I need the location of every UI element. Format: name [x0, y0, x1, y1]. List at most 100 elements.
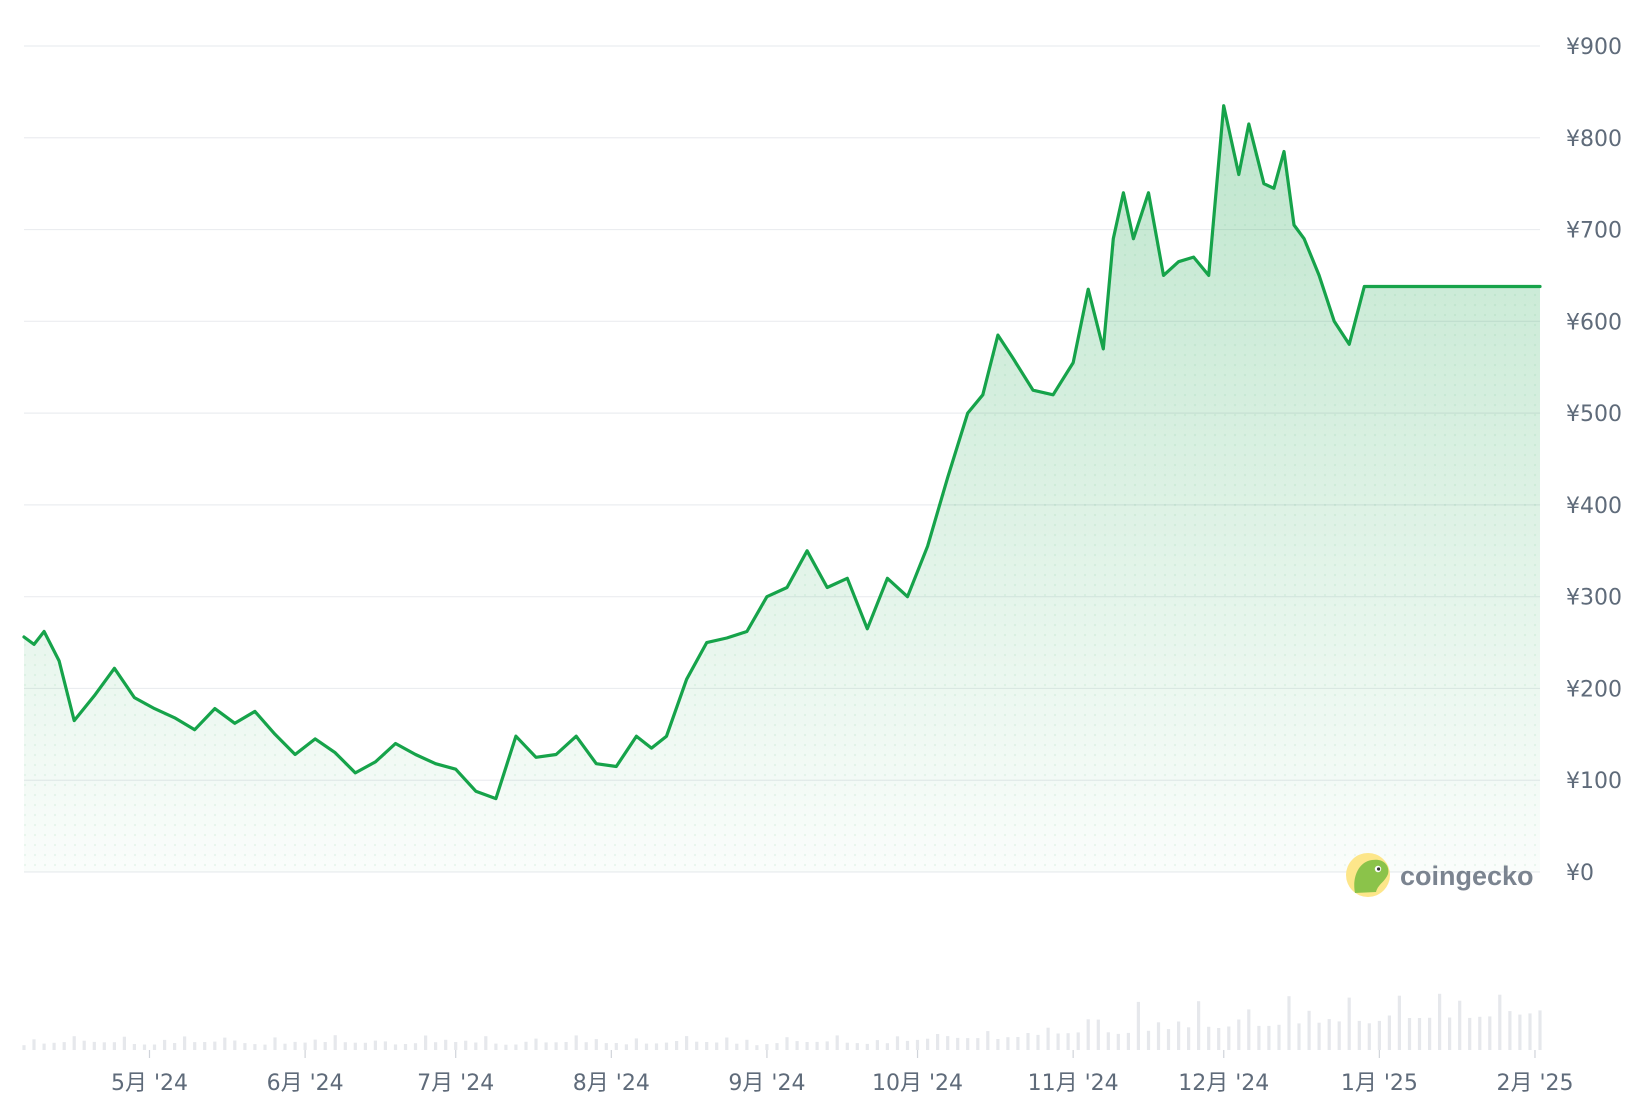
volume-bar	[72, 1036, 76, 1050]
volume-bar	[644, 1043, 649, 1050]
x-tick-label: 9月 '24	[728, 1071, 805, 1096]
volume-bar	[1528, 1013, 1532, 1050]
volume-bar	[725, 1037, 729, 1050]
volume-bar	[594, 1039, 598, 1050]
volume-bar	[122, 1036, 126, 1050]
volume-bar	[504, 1044, 508, 1050]
volume-bar	[1247, 1009, 1251, 1050]
volume-bar	[1166, 1029, 1171, 1050]
volume-bar	[1257, 1025, 1261, 1050]
volume-bar	[173, 1043, 177, 1050]
volume-bar	[1207, 1026, 1211, 1050]
volume-bar	[22, 1045, 26, 1050]
volume-bar	[1146, 1030, 1151, 1050]
volume-bar	[163, 1039, 167, 1050]
volume-bar	[213, 1041, 217, 1050]
volume-bar	[1116, 1033, 1120, 1050]
volume-bar	[313, 1039, 317, 1050]
volume-bar	[664, 1042, 669, 1050]
x-tick-label: 5月 '24	[111, 1071, 188, 1096]
volume-bar	[1307, 1010, 1311, 1050]
volume-bar	[926, 1038, 930, 1050]
volume-bar	[223, 1037, 227, 1050]
volume-bar	[1407, 1018, 1412, 1050]
volume-bar	[1387, 1015, 1391, 1050]
volume-bar	[865, 1043, 869, 1050]
volume-bar	[484, 1036, 488, 1050]
y-tick-label: ¥900	[1566, 35, 1622, 60]
volume-bar	[92, 1041, 96, 1050]
volume-bar	[996, 1039, 1000, 1050]
volume-bar	[885, 1043, 889, 1050]
volume-bar	[634, 1038, 638, 1050]
volume-bar	[946, 1036, 950, 1050]
volume-bar	[1498, 994, 1502, 1050]
volume-bar	[735, 1043, 739, 1050]
volume-bar	[544, 1042, 548, 1050]
volume-bar	[303, 1042, 307, 1050]
volume-bar	[273, 1037, 277, 1050]
volume-bar	[112, 1042, 116, 1050]
volume-bar	[775, 1043, 779, 1050]
volume-bar	[695, 1041, 699, 1050]
volume-bar	[966, 1038, 970, 1050]
y-tick-label: ¥0	[1566, 861, 1594, 886]
volume-bar	[1277, 1024, 1281, 1050]
x-tick-label: 6月 '24	[267, 1071, 344, 1096]
volume-bar	[1438, 993, 1442, 1050]
volume-bar	[1287, 996, 1291, 1050]
volume-bar	[1006, 1037, 1010, 1050]
volume-bar	[1056, 1033, 1060, 1050]
volume-bar	[1337, 1021, 1341, 1050]
volume-bar	[654, 1043, 659, 1050]
y-tick-label: ¥600	[1566, 310, 1622, 335]
volume-bar	[815, 1041, 819, 1050]
price-line	[22, 104, 1542, 801]
volume-bar	[253, 1044, 257, 1050]
volume-bar	[1428, 1017, 1432, 1050]
volume-bar	[393, 1044, 398, 1050]
volume-bar	[1086, 1019, 1090, 1050]
volume-bar	[574, 1035, 578, 1050]
volume-bars	[22, 993, 1542, 1050]
volume-bar	[1096, 1019, 1100, 1050]
volume-bar	[1046, 1027, 1050, 1050]
volume-bar	[534, 1038, 538, 1050]
x-tick-label: 8月 '24	[573, 1071, 650, 1096]
volume-bar	[464, 1040, 468, 1050]
volume-bar	[1397, 995, 1401, 1050]
volume-bar	[1177, 1021, 1181, 1050]
volume-bar	[1458, 1000, 1462, 1050]
volume-bar	[624, 1044, 628, 1050]
volume-bar	[102, 1042, 106, 1050]
volume-bar	[1297, 1023, 1301, 1050]
x-tick-label: 10月 '24	[872, 1071, 963, 1096]
volume-bar	[132, 1044, 136, 1050]
volume-bar	[584, 1042, 588, 1050]
volume-bar	[474, 1042, 478, 1050]
volume-bar	[1126, 1032, 1130, 1050]
y-tick-label: ¥700	[1566, 219, 1622, 244]
volume-bar	[373, 1040, 377, 1050]
volume-bar	[52, 1042, 56, 1050]
volume-bar	[1187, 1027, 1191, 1050]
volume-bar	[855, 1043, 859, 1050]
volume-bar	[1518, 1014, 1522, 1050]
volume-bar	[1156, 1022, 1161, 1050]
volume-bar	[614, 1043, 618, 1050]
x-tick-label: 7月 '24	[417, 1071, 494, 1096]
volume-bar	[554, 1042, 558, 1050]
volume-bar	[805, 1042, 809, 1050]
y-axis: ¥900 ¥800 ¥700 ¥600 ¥500 ¥400 ¥300 ¥200 ¥100 ¥0	[1566, 35, 1622, 886]
volume-bar	[283, 1043, 287, 1050]
volume-bar	[1468, 1017, 1472, 1050]
x-tick-label: 2月 '25	[1496, 1071, 1573, 1096]
volume-bar	[454, 1042, 458, 1050]
coingecko-logo: coingecko	[1346, 853, 1534, 897]
volume-bar	[62, 1042, 66, 1050]
volume-bar	[1478, 1016, 1482, 1050]
volume-bar	[845, 1042, 849, 1050]
volume-bar	[685, 1036, 689, 1050]
volume-bar	[1076, 1032, 1080, 1050]
